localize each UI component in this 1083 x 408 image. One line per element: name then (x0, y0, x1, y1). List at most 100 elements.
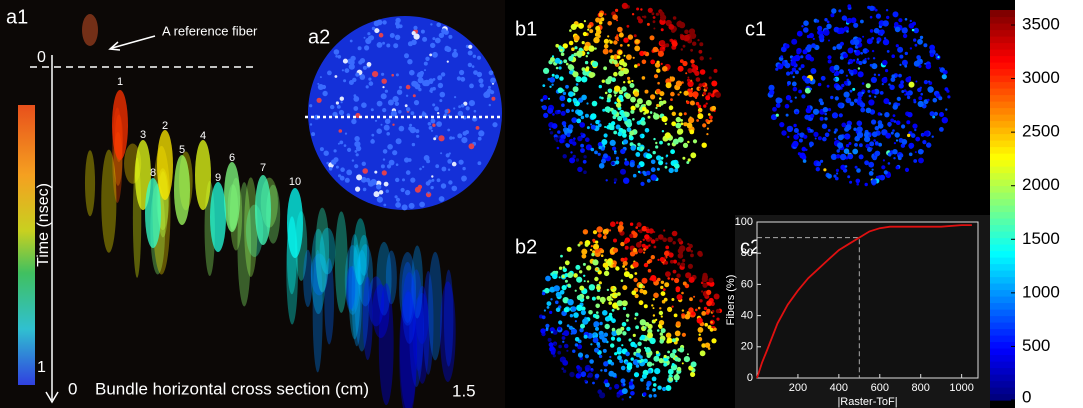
fiber (440, 152, 442, 154)
fiber (542, 84, 545, 87)
fiber (567, 272, 573, 278)
fiber (705, 119, 708, 122)
fiber (396, 198, 400, 202)
fiber (711, 106, 716, 111)
fiber (876, 14, 881, 19)
fiber (441, 28, 447, 34)
fiber (581, 310, 586, 315)
fiber (634, 317, 636, 319)
fiber (868, 134, 871, 137)
fiber (583, 170, 587, 174)
fiber (676, 117, 681, 122)
colorbar-segment (990, 153, 1015, 160)
fiber (370, 179, 376, 185)
fiber (642, 171, 645, 174)
streak (101, 150, 116, 253)
fiber (939, 67, 941, 69)
fiber (833, 46, 837, 50)
fiber (374, 21, 380, 27)
fiber (869, 141, 874, 146)
fiber (480, 83, 484, 87)
fiber (872, 169, 874, 171)
fiber (651, 167, 656, 172)
fiber (604, 126, 606, 128)
fiber (905, 91, 907, 93)
colorbar-segment (990, 95, 1015, 102)
fiber (588, 373, 593, 378)
fiber (907, 112, 912, 117)
fiber (645, 339, 647, 341)
fiber (656, 155, 661, 160)
fiber (554, 137, 558, 141)
fiber (560, 290, 565, 295)
fiber (677, 358, 681, 362)
fiber (914, 129, 916, 131)
fiber (775, 68, 778, 71)
fiber (594, 47, 596, 49)
fiber (629, 338, 632, 341)
fiber (549, 311, 552, 314)
fiber (587, 25, 591, 29)
fiber (847, 175, 850, 178)
streak (174, 155, 190, 225)
fiber (664, 261, 668, 265)
fiber (688, 307, 693, 312)
fiber (387, 144, 393, 150)
fiber (871, 37, 874, 40)
fiber (866, 50, 869, 53)
fiber (577, 167, 582, 172)
fiber (865, 183, 868, 186)
fiber (448, 169, 450, 171)
fiber (679, 22, 685, 28)
fiber (569, 41, 574, 46)
fiber (659, 97, 662, 100)
fiber (562, 99, 564, 101)
peak-label: 3 (140, 129, 146, 141)
fiber (563, 266, 566, 269)
fiber (911, 133, 916, 138)
fiber (468, 45, 472, 49)
colorbar-segment (990, 342, 1015, 349)
y-tick-label: 80 (741, 247, 753, 259)
fiber (605, 78, 611, 84)
y-tick-label: 100 (735, 216, 753, 228)
fiber (672, 338, 676, 342)
fiber (565, 280, 568, 283)
streak (440, 281, 456, 382)
fiber (628, 80, 631, 83)
fiber (678, 238, 682, 242)
fiber (598, 153, 601, 156)
fiber (567, 247, 572, 252)
fiber (638, 19, 643, 24)
fiber (406, 107, 410, 111)
colorbar-segment (990, 36, 1015, 43)
fiber (702, 123, 706, 127)
fiber (875, 141, 879, 145)
fiber (430, 23, 432, 25)
fiber (554, 285, 560, 291)
colorbar-segment (990, 43, 1015, 50)
fiber (355, 150, 358, 153)
fiber (566, 350, 568, 352)
fiber (787, 126, 793, 132)
fiber (813, 38, 815, 40)
fiber (643, 239, 645, 241)
fiber (918, 96, 922, 100)
fiber (664, 355, 667, 358)
fiber (891, 74, 895, 78)
fiber (640, 182, 644, 186)
fiber (604, 39, 609, 44)
fiber (603, 349, 607, 353)
fiber (430, 87, 434, 91)
fiber (605, 316, 610, 321)
fiber (883, 39, 889, 45)
fiber (555, 44, 559, 48)
fiber (880, 91, 884, 95)
fiber (629, 234, 633, 238)
fiber (890, 119, 894, 123)
fiber (700, 56, 704, 60)
fiber (438, 83, 443, 88)
fiber (614, 352, 617, 355)
fiber (544, 309, 546, 311)
fiber (353, 106, 358, 111)
